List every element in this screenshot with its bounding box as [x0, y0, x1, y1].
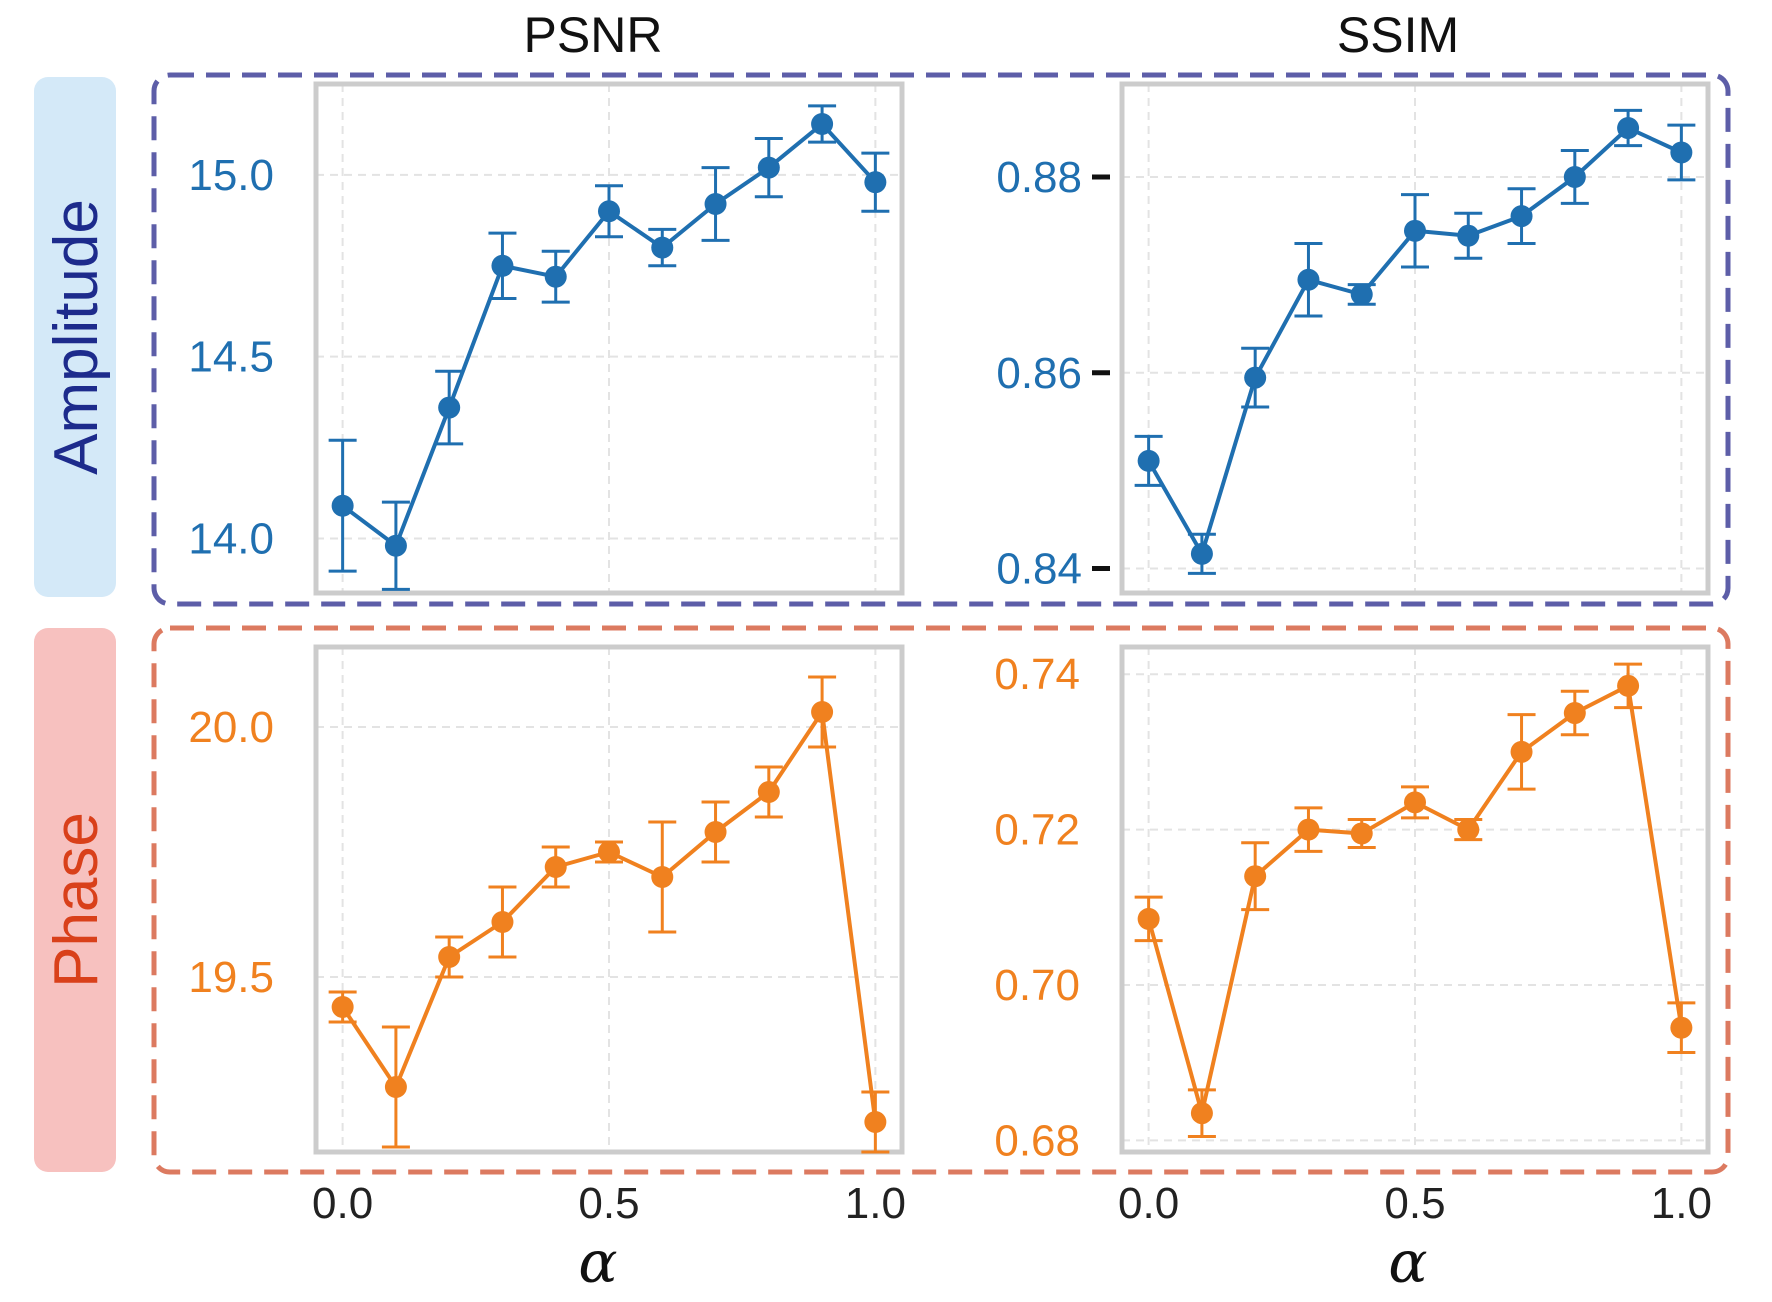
- data-point: [1617, 674, 1640, 697]
- data-point: [704, 821, 727, 843]
- data-point: [811, 701, 834, 723]
- y-tick-label: 14.0: [188, 514, 274, 563]
- data-point: [384, 534, 407, 557]
- data-point: [864, 1111, 887, 1133]
- y-tick-label: 0.86: [996, 349, 1082, 398]
- axes-frame: [313, 81, 905, 596]
- y-tick-label: 0.84: [996, 545, 1082, 594]
- y-tick-label: 0.88: [996, 153, 1082, 202]
- axes-frame: [1119, 81, 1711, 596]
- data-point: [1190, 542, 1213, 565]
- data-point: [1244, 865, 1267, 888]
- data-point: [1510, 740, 1533, 763]
- panel-phase-ssim: 0.68 0.70 0.72 0.74 0.0 0.5 1.0: [994, 644, 1712, 1228]
- data-point: [811, 112, 834, 135]
- row-label-tab-amplitude: [34, 77, 116, 597]
- row-label-amplitude: Amplitude: [42, 199, 111, 475]
- x-tick-label: 1.0: [1651, 1179, 1712, 1228]
- data-point: [1297, 818, 1320, 841]
- data-point: [544, 265, 567, 288]
- axes-frame: [1119, 644, 1711, 1155]
- data-point: [704, 192, 727, 215]
- data-point: [757, 156, 780, 179]
- data-point: [491, 911, 514, 933]
- data-point: [1137, 907, 1160, 930]
- y-tick-label: 14.5: [188, 333, 274, 382]
- y-tick-label: 0.72: [994, 806, 1080, 855]
- data-point: [1457, 818, 1480, 841]
- row-label-phase: Phase: [42, 812, 111, 988]
- column-title-psnr: PSNR: [524, 7, 663, 63]
- x-axis-label-psnr: α: [578, 1228, 617, 1296]
- data-point: [1670, 1016, 1693, 1039]
- data-point: [598, 200, 620, 223]
- amplitude-row-border: [151, 72, 1731, 607]
- x-tick-label: 0.0: [312, 1179, 373, 1228]
- data-point: [1457, 224, 1480, 247]
- data-point: [1670, 141, 1693, 164]
- data-point: [1350, 283, 1373, 306]
- data-point: [331, 494, 354, 517]
- data-point: [1137, 449, 1160, 472]
- data-point: [1404, 791, 1426, 814]
- data-point: [1404, 219, 1426, 242]
- data-point: [651, 236, 674, 259]
- panel-amplitude-psnr: 14.0 14.5 15.0: [188, 81, 905, 596]
- x-tick-label: 1.0: [845, 1179, 906, 1228]
- x-axis-label-ssim: α: [1388, 1228, 1427, 1296]
- y-tick-label: 19.5: [188, 953, 274, 1002]
- data-point: [384, 1076, 407, 1098]
- data-point: [1190, 1102, 1213, 1125]
- y-tick-label: 0.68: [994, 1116, 1080, 1165]
- x-tick-label: 0.0: [1118, 1179, 1179, 1228]
- data-point: [491, 254, 514, 277]
- x-tick-label: 0.5: [1384, 1179, 1445, 1228]
- x-tick-label: 0.5: [578, 1179, 639, 1228]
- data-point: [438, 396, 461, 419]
- data-point: [651, 866, 674, 888]
- data-point: [1510, 205, 1533, 228]
- data-point: [438, 946, 461, 968]
- data-point: [1563, 702, 1586, 725]
- data-point: [598, 841, 620, 863]
- data-point: [1350, 822, 1373, 845]
- y-tick-label: 20.0: [188, 703, 274, 752]
- data-point: [1563, 165, 1586, 188]
- data-point: [1244, 366, 1267, 389]
- y-tick-label: 0.74: [994, 650, 1080, 699]
- y-tick-label: 15.0: [188, 151, 274, 200]
- phase-row-border: [151, 625, 1731, 1175]
- row-label-tab-phase: [34, 628, 116, 1172]
- column-title-ssim: SSIM: [1337, 7, 1459, 63]
- data-point: [544, 856, 567, 878]
- axes-frame: [313, 644, 905, 1155]
- data-point: [757, 781, 780, 803]
- panel-phase-psnr: 19.5 20.0 0.0 0.5 1.0: [188, 644, 906, 1228]
- y-tick-label: 0.70: [994, 961, 1080, 1010]
- panel-amplitude-ssim: 0.84 0.86 0.88: [996, 81, 1711, 596]
- data-point: [1617, 117, 1640, 140]
- data-point: [1297, 268, 1320, 291]
- data-point: [864, 171, 887, 194]
- data-point: [331, 996, 354, 1018]
